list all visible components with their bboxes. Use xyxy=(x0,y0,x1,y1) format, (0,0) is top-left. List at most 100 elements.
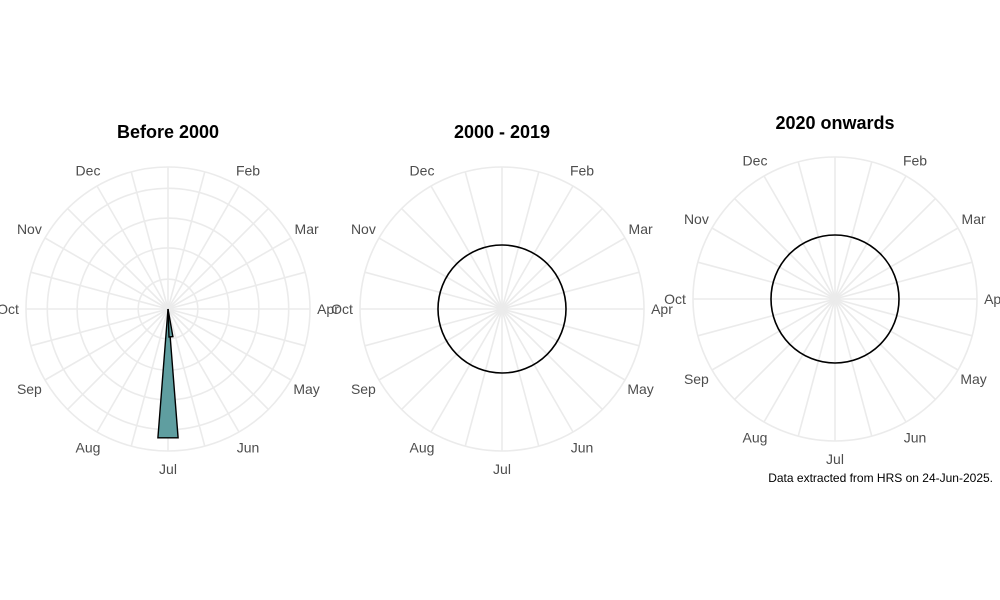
grid-spoke xyxy=(44,308,169,381)
grid-spoke xyxy=(501,308,640,347)
grid-spoke xyxy=(711,227,836,300)
month-label-aug: Aug xyxy=(743,430,768,446)
grid-spoke xyxy=(364,271,503,310)
grid-spoke xyxy=(834,298,973,337)
month-label-oct: Oct xyxy=(664,291,686,307)
grid-spoke xyxy=(501,208,603,310)
month-label-aug: Aug xyxy=(410,440,435,456)
grid-spoke xyxy=(763,175,836,300)
grid-spoke xyxy=(834,161,873,300)
month-label-nov: Nov xyxy=(17,221,42,237)
grid-spoke xyxy=(734,198,836,300)
grid-spoke xyxy=(167,185,240,310)
grid-spoke xyxy=(401,308,503,410)
grid-spoke xyxy=(501,171,540,310)
panel-title: 2020 onwards xyxy=(775,113,894,133)
grid-spoke xyxy=(711,298,836,371)
grid-spoke xyxy=(501,271,640,310)
grid-spoke xyxy=(378,308,503,381)
panel-2020-onwards: 2020 onwards Feb Mar Apr May Jun Jul Aug Sep Oct… xyxy=(664,113,1000,467)
grid-spoke xyxy=(697,261,836,300)
month-label-may: May xyxy=(293,381,319,397)
month-label-sep: Sep xyxy=(351,381,376,397)
grid-spoke xyxy=(464,171,503,310)
grid-spoke xyxy=(797,298,836,437)
month-label-jul: Jul xyxy=(159,461,177,477)
grid-spoke xyxy=(834,198,936,300)
grid-spoke xyxy=(67,208,169,310)
month-label-oct: Oct xyxy=(331,301,353,317)
grid-spoke xyxy=(167,271,306,310)
month-label-apr: Apr xyxy=(651,301,673,317)
grid-spoke xyxy=(797,161,836,300)
grid-spoke xyxy=(167,308,206,447)
grid-spoke xyxy=(167,308,306,347)
grid-spoke xyxy=(834,298,873,437)
grid-spoke xyxy=(44,237,169,310)
panel-title: Before 2000 xyxy=(117,122,219,142)
grid-spoke xyxy=(30,271,169,310)
month-label-sep: Sep xyxy=(684,371,709,387)
month-label-feb: Feb xyxy=(236,162,260,178)
grid-spoke xyxy=(130,308,169,447)
grid-spoke xyxy=(401,208,503,310)
polar-grid xyxy=(692,156,978,442)
grid-spoke xyxy=(834,175,907,300)
empty-ring xyxy=(770,234,900,364)
month-label-aug: Aug xyxy=(76,440,101,456)
month-label-dec: Dec xyxy=(76,162,101,178)
grid-spoke xyxy=(167,208,269,310)
month-label-jul: Jul xyxy=(493,461,511,477)
month-label-feb: Feb xyxy=(903,152,927,168)
month-label-may: May xyxy=(627,381,653,397)
grid-spoke xyxy=(834,298,907,423)
month-label-feb: Feb xyxy=(570,162,594,178)
month-label-sep: Sep xyxy=(17,381,42,397)
panel-before-2000: Before 2000 Feb Mar Apr May Jun Jul Aug Sep Oct N… xyxy=(0,122,339,477)
month-label-mar: Mar xyxy=(629,221,653,237)
panel-title: 2000 - 2019 xyxy=(454,122,550,142)
grid-spoke xyxy=(834,298,959,371)
grid-spoke xyxy=(734,298,836,400)
grid-spoke xyxy=(430,185,503,310)
month-label-mar: Mar xyxy=(962,211,986,227)
grid-spoke xyxy=(501,308,626,381)
month-label-may: May xyxy=(960,371,986,387)
empty-ring xyxy=(437,244,567,374)
grid-spoke xyxy=(501,308,574,433)
month-label-oct: Oct xyxy=(0,301,19,317)
grid-spoke xyxy=(167,171,206,310)
panel-2000-2019: 2000 - 2019 Feb Mar Apr May Jun Jul Aug Sep Oct N… xyxy=(331,122,673,477)
month-label-nov: Nov xyxy=(684,211,709,227)
month-label-mar: Mar xyxy=(295,221,319,237)
month-label-apr: Apr xyxy=(984,291,1000,307)
grid-spoke xyxy=(834,298,936,400)
grid-spoke xyxy=(96,308,169,433)
grid-spoke xyxy=(378,237,503,310)
grid-spoke xyxy=(30,308,169,347)
grid-spoke xyxy=(697,298,836,337)
month-label-nov: Nov xyxy=(351,221,376,237)
grid-spoke xyxy=(167,308,269,410)
grid-spoke xyxy=(96,185,169,310)
month-label-apr: Apr xyxy=(317,301,339,317)
grid-spoke xyxy=(834,261,973,300)
month-label-jun: Jun xyxy=(237,440,260,456)
grid-spoke xyxy=(364,308,503,347)
bar-jul-inner xyxy=(167,308,174,338)
data-source-caption: Data extracted from HRS on 24-Jun-2025. xyxy=(768,471,993,485)
grid-spoke xyxy=(501,308,540,447)
grid-spoke xyxy=(763,298,836,423)
grid-spoke xyxy=(501,185,574,310)
polar-grid xyxy=(359,166,645,452)
grid-spoke xyxy=(67,308,169,410)
grid-spoke xyxy=(501,237,626,310)
grid-spoke xyxy=(167,237,292,310)
grid-spoke xyxy=(501,308,603,410)
month-label-dec: Dec xyxy=(743,152,768,168)
bar-jul xyxy=(157,308,179,439)
grid-spoke xyxy=(167,308,240,433)
grid-spoke xyxy=(130,171,169,310)
month-label-jun: Jun xyxy=(571,440,594,456)
